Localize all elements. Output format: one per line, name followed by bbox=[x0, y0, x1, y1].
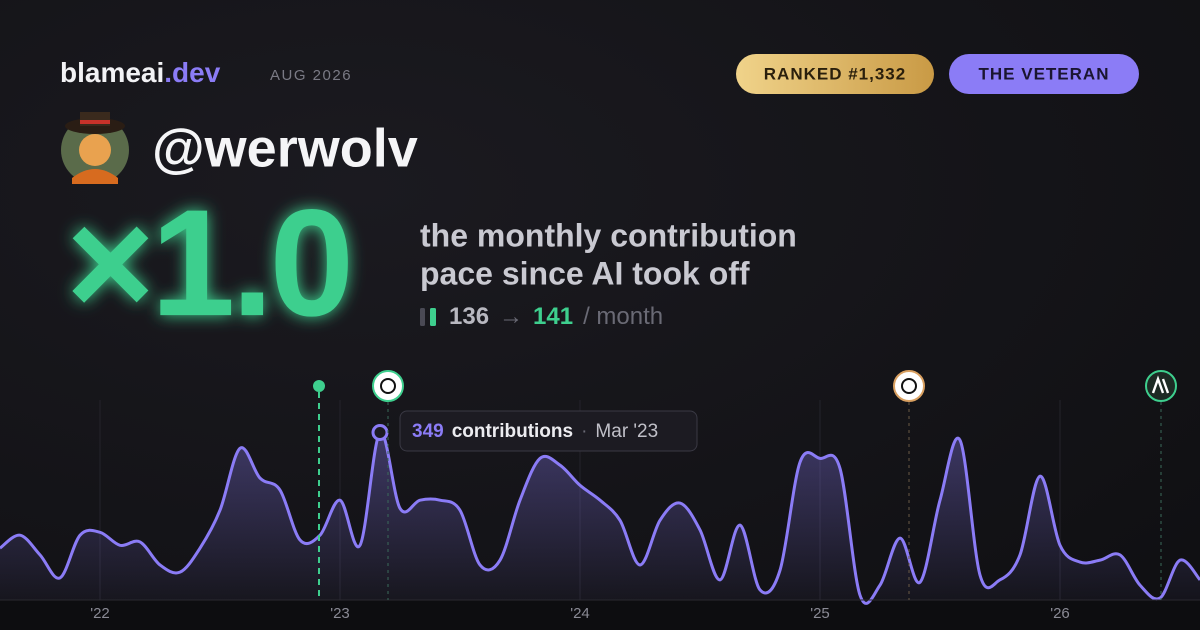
after-icon bbox=[430, 308, 436, 326]
tooltip-box bbox=[399, 410, 698, 452]
handle: @werwolv bbox=[152, 118, 418, 178]
x-tick-label: '22 bbox=[90, 605, 110, 622]
title-badge-bg bbox=[949, 54, 1139, 94]
openai-icon bbox=[372, 370, 404, 402]
brand: blameai.dev bbox=[60, 57, 221, 88]
x-tick-label: '23 bbox=[330, 605, 350, 622]
title-badge: THE VETERAN bbox=[979, 64, 1110, 83]
tooltip-text: 349 contributions · Mar '23 bbox=[412, 421, 658, 442]
highlight-point bbox=[371, 423, 389, 441]
unit: / month bbox=[583, 303, 663, 330]
multiplier: ×1.0 bbox=[66, 178, 350, 348]
anthropic-glyph bbox=[1151, 375, 1170, 394]
tooltip-label: contributions bbox=[452, 421, 573, 442]
rank-badge: RANKED #1,332 bbox=[764, 64, 906, 83]
x-tick-label: '24 bbox=[570, 605, 590, 622]
tooltip-sep: · bbox=[581, 421, 587, 442]
tooltip-date: Mar '23 bbox=[595, 421, 658, 442]
period: AUG 2026 bbox=[270, 67, 352, 84]
avatar bbox=[61, 112, 129, 184]
event-dot bbox=[313, 380, 325, 392]
x-tick-label: '25 bbox=[810, 605, 830, 622]
openai-glyph bbox=[380, 378, 396, 394]
brand-tld: .dev bbox=[164, 57, 220, 88]
axis-band bbox=[0, 600, 1200, 630]
after-value: 141 bbox=[533, 303, 573, 330]
arrow: → bbox=[499, 303, 523, 330]
tooltip: 349 contributions · Mar '23 bbox=[399, 410, 698, 452]
brand-name: blameai bbox=[60, 57, 164, 88]
rank-badge-bg bbox=[736, 54, 934, 94]
area bbox=[0, 432, 1200, 604]
openai-glyph bbox=[901, 378, 917, 394]
before-icon bbox=[420, 308, 425, 326]
event-markers bbox=[313, 370, 1177, 600]
x-tick-label: '26 bbox=[1050, 605, 1070, 622]
pace-stats: 136 → 141 / month bbox=[449, 303, 663, 330]
before-value: 136 bbox=[449, 303, 489, 330]
line bbox=[0, 430, 1200, 605]
headline-line: the monthly contribution bbox=[420, 217, 797, 253]
tooltip-value: 349 bbox=[412, 421, 444, 442]
openai-icon bbox=[893, 370, 925, 402]
headline-line: pace since AI took off bbox=[420, 255, 750, 291]
chart: '22 '23 '24 '25 '26 bbox=[0, 400, 1200, 622]
